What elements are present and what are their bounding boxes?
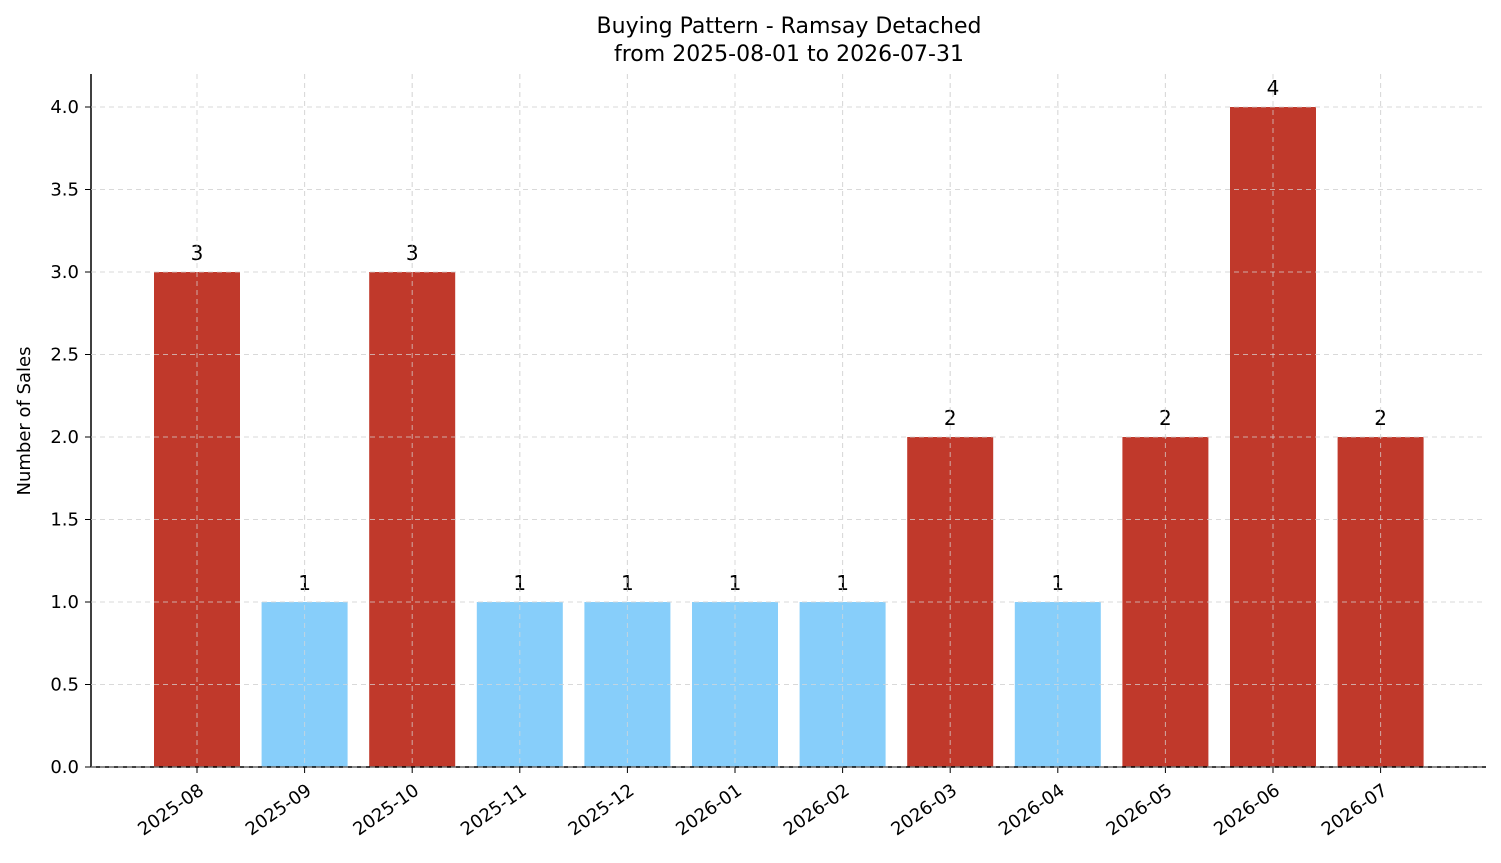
chart-title: Buying Pattern - Ramsay Detached <box>597 14 982 39</box>
y-tick-label: 1.0 <box>50 592 79 613</box>
x-tick-label: 2026-05 <box>1103 780 1177 840</box>
y-axis-label: Number of Sales <box>14 346 35 495</box>
x-tick-label: 2026-06 <box>1210 780 1284 840</box>
x-tick-label: 2025-08 <box>134 780 208 840</box>
x-tick-label: 2026-04 <box>995 780 1069 840</box>
bar-value-label: 3 <box>406 241 419 265</box>
x-tick-label: 2025-10 <box>349 780 423 840</box>
y-tick-label: 4.0 <box>50 97 79 118</box>
x-tick-label: 2026-03 <box>887 780 961 840</box>
y-tick-label: 1.5 <box>50 510 79 531</box>
y-tick-label: 3.5 <box>50 180 79 201</box>
x-tick-label: 2026-01 <box>672 780 746 840</box>
x-tick-label: 2025-12 <box>565 780 639 840</box>
y-tick-label: 2.0 <box>50 427 79 448</box>
y-tick-label: 0.5 <box>50 675 79 696</box>
x-tick-label: 2025-09 <box>242 780 316 840</box>
x-tick-label: 2026-07 <box>1318 780 1392 840</box>
x-tick-label: 2025-11 <box>457 780 531 840</box>
y-tick-label: 0.0 <box>50 757 79 778</box>
bar-value-label: 3 <box>191 241 204 265</box>
x-tick-label: 2026-02 <box>780 780 854 840</box>
y-tick-label: 2.5 <box>50 345 79 366</box>
chart-subtitle: from 2025-08-01 to 2026-07-31 <box>614 42 964 67</box>
y-tick-label: 3.0 <box>50 262 79 283</box>
